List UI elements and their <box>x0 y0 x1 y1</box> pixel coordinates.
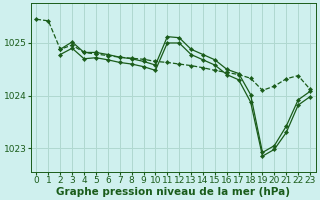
X-axis label: Graphe pression niveau de la mer (hPa): Graphe pression niveau de la mer (hPa) <box>56 187 290 197</box>
